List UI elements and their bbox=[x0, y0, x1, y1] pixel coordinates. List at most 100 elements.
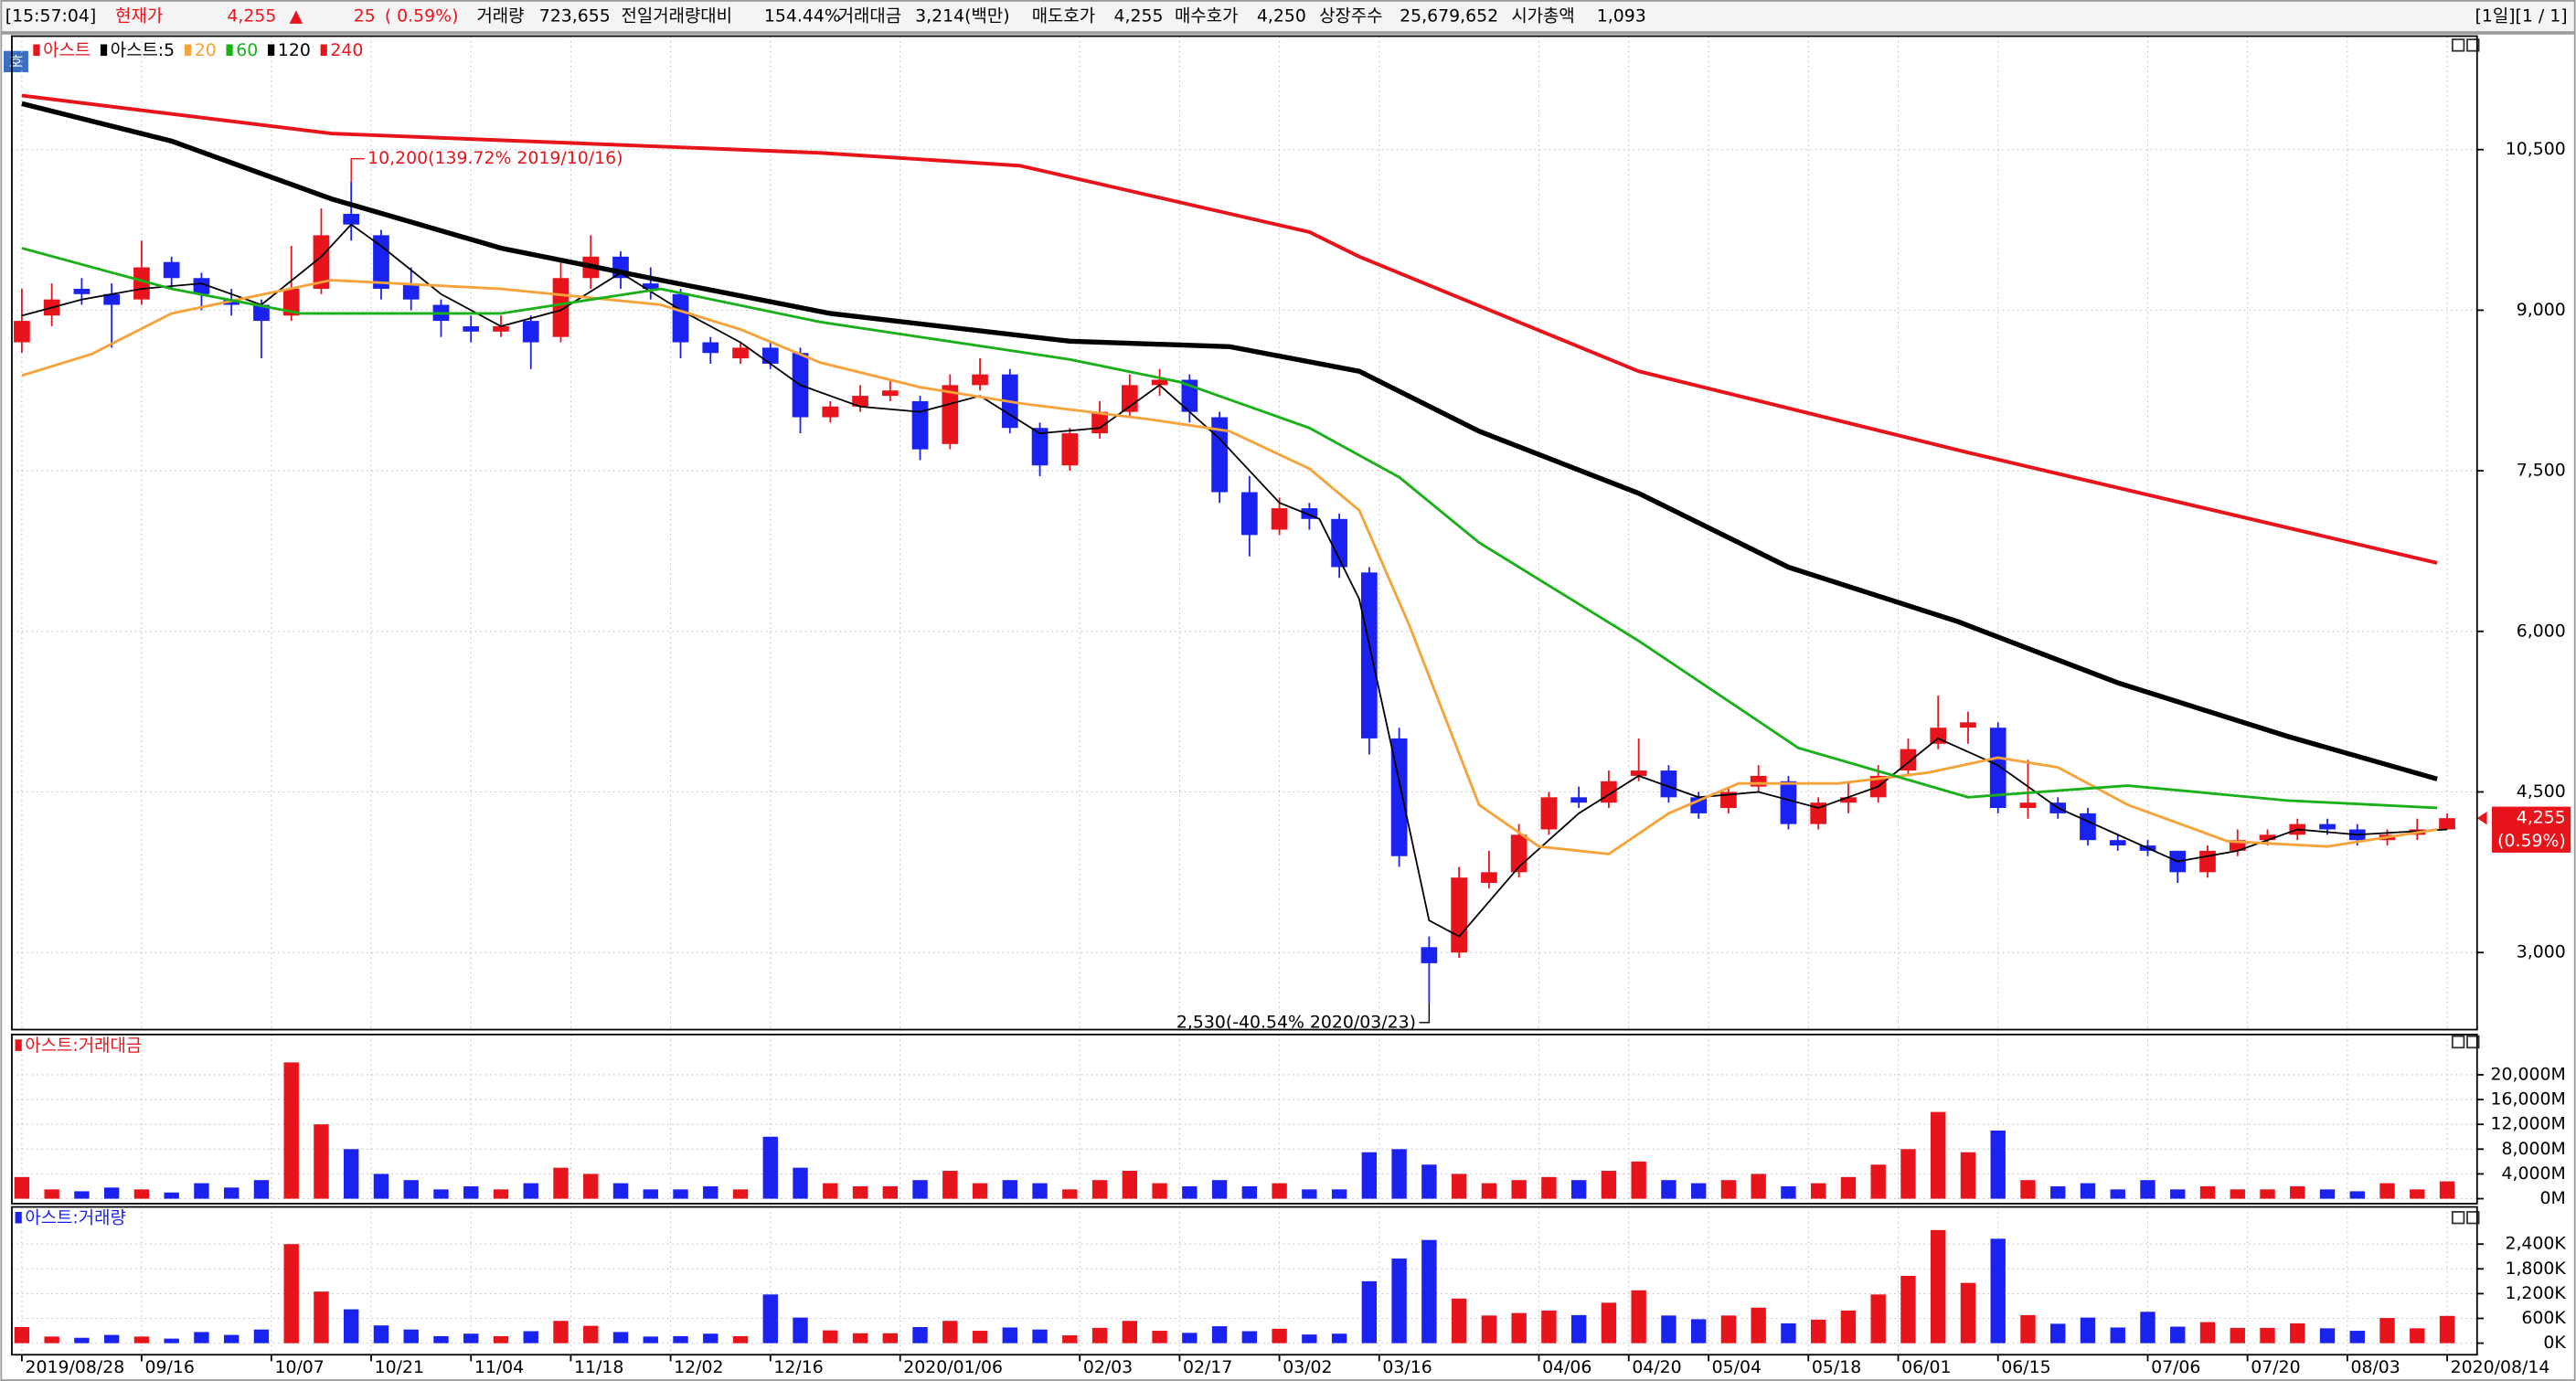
x-tick-label: 10/07 bbox=[274, 1357, 324, 1377]
bar bbox=[1840, 1176, 1857, 1199]
candle-body bbox=[1121, 385, 1138, 412]
candle-body bbox=[1750, 775, 1767, 787]
candle-body bbox=[761, 347, 779, 364]
bar bbox=[852, 1333, 868, 1344]
annotation-label: 2,530(-40.54% 2020/03/23) bbox=[1176, 1012, 1416, 1032]
panel-button[interactable] bbox=[2451, 1035, 2465, 1049]
bar bbox=[2260, 1327, 2275, 1344]
bar bbox=[344, 1309, 359, 1344]
candle-body bbox=[732, 347, 749, 359]
y-tick-label: 8,000M bbox=[2502, 1139, 2566, 1159]
bar bbox=[732, 1189, 749, 1199]
bar bbox=[1751, 1307, 1766, 1344]
bar bbox=[253, 1329, 270, 1344]
bar bbox=[1421, 1164, 1437, 1199]
bar bbox=[1272, 1183, 1287, 1199]
bar bbox=[74, 1337, 90, 1344]
bar bbox=[103, 1187, 120, 1199]
candle-body bbox=[253, 304, 270, 322]
bar bbox=[1960, 1152, 1976, 1199]
bar bbox=[2379, 1318, 2395, 1344]
legend-swatch bbox=[268, 44, 275, 57]
bar bbox=[2050, 1185, 2066, 1199]
candle-body bbox=[282, 288, 300, 316]
x-tick-label: 05/18 bbox=[1812, 1357, 1861, 1377]
bar bbox=[1631, 1290, 1646, 1344]
bar bbox=[1601, 1171, 1617, 1199]
candle-body bbox=[672, 293, 689, 343]
header-item: ▲ bbox=[290, 5, 303, 26]
candle-body bbox=[1960, 722, 1976, 728]
candle-body bbox=[103, 293, 121, 305]
bar bbox=[823, 1183, 838, 1199]
moving-average-line bbox=[21, 247, 2438, 810]
panel-button[interactable] bbox=[2451, 1211, 2465, 1225]
bar bbox=[673, 1335, 688, 1344]
bar bbox=[1032, 1329, 1048, 1344]
bar bbox=[403, 1180, 419, 1199]
bar bbox=[44, 1336, 59, 1344]
bar bbox=[1241, 1331, 1258, 1344]
bar bbox=[583, 1174, 599, 1199]
candle-body bbox=[2439, 818, 2455, 830]
header-item: 매수호가 bbox=[1175, 5, 1238, 26]
bar bbox=[403, 1329, 419, 1344]
bar bbox=[1541, 1310, 1557, 1344]
bar bbox=[1182, 1185, 1198, 1199]
bar bbox=[1900, 1149, 1916, 1199]
x-tick-label: 08/03 bbox=[2350, 1357, 2400, 1377]
bar bbox=[314, 1291, 329, 1344]
legend-swatch bbox=[184, 44, 192, 57]
x-tick-label: 11/04 bbox=[474, 1357, 524, 1377]
candle-body bbox=[1151, 379, 1168, 386]
bar bbox=[1391, 1259, 1407, 1344]
bar bbox=[1211, 1180, 1228, 1199]
bar bbox=[1781, 1323, 1796, 1344]
candle-body bbox=[1031, 428, 1048, 466]
header-item: 723,655 bbox=[539, 5, 611, 26]
panel-button[interactable] bbox=[2466, 1035, 2480, 1049]
candle-body bbox=[972, 374, 988, 386]
last-price-change: (0.59%) bbox=[2497, 831, 2566, 851]
legend-swatch bbox=[226, 44, 233, 57]
panel-button[interactable] bbox=[2451, 38, 2465, 52]
bar bbox=[1331, 1189, 1347, 1199]
candle-body bbox=[1301, 508, 1318, 519]
bar bbox=[463, 1185, 479, 1199]
bar bbox=[2230, 1189, 2245, 1199]
y-tick-label: 2,400K bbox=[2505, 1234, 2566, 1254]
bar bbox=[882, 1333, 898, 1344]
y-tick-label: 6,000 bbox=[2517, 621, 2566, 641]
bar bbox=[373, 1174, 389, 1199]
bar bbox=[1931, 1111, 1946, 1199]
panel-button[interactable] bbox=[2466, 1211, 2480, 1225]
bar bbox=[164, 1192, 179, 1199]
bar bbox=[1810, 1183, 1826, 1199]
bar bbox=[1690, 1183, 1707, 1199]
bar bbox=[1840, 1310, 1857, 1344]
bar bbox=[1870, 1164, 1886, 1199]
candle-body bbox=[463, 325, 480, 332]
candle-body bbox=[1361, 572, 1378, 738]
bar bbox=[2349, 1331, 2365, 1344]
bar bbox=[2439, 1181, 2455, 1199]
legend-label: 아스트:5 bbox=[111, 40, 175, 60]
bar bbox=[852, 1185, 868, 1199]
bar bbox=[553, 1321, 569, 1344]
bar bbox=[1391, 1149, 1407, 1199]
candle-body bbox=[2109, 840, 2126, 846]
panel-button[interactable] bbox=[2466, 38, 2480, 52]
y-tick-label: 1,200K bbox=[2505, 1283, 2566, 1303]
bar bbox=[762, 1136, 778, 1199]
bar bbox=[433, 1189, 449, 1199]
bar bbox=[2379, 1183, 2395, 1199]
y-tick-label: 600K bbox=[2521, 1308, 2566, 1328]
x-tick-label: 04/20 bbox=[1632, 1357, 1681, 1377]
candle-body bbox=[1481, 872, 1497, 884]
bar bbox=[1900, 1275, 1916, 1344]
legend-swatch bbox=[15, 1039, 22, 1051]
window-border bbox=[0, 32, 2576, 1381]
bar bbox=[1870, 1294, 1886, 1344]
candle-body bbox=[1061, 433, 1079, 466]
header-bar bbox=[0, 0, 2576, 33]
